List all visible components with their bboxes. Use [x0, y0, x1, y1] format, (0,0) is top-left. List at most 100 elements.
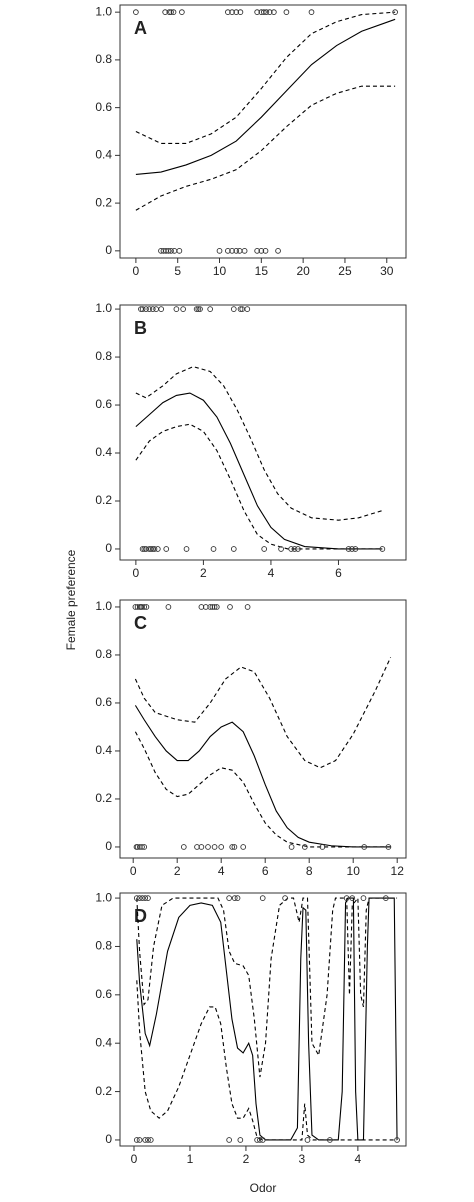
x-tick-label: 4	[218, 864, 225, 878]
x-tick-label: 0	[131, 1152, 138, 1166]
panel-label: C	[134, 613, 147, 633]
data-point	[233, 9, 240, 16]
plot-frame	[119, 892, 407, 1147]
data-point	[225, 9, 231, 16]
data-point	[133, 9, 139, 16]
data-point	[168, 247, 174, 254]
curve	[136, 896, 398, 1078]
data-point	[262, 247, 269, 254]
data-point	[145, 895, 151, 901]
curve	[134, 657, 392, 769]
data-point	[291, 546, 298, 552]
data-point	[171, 247, 178, 254]
x-tick-label: 2	[174, 864, 181, 878]
y-tick-label: 0.4	[95, 1035, 112, 1049]
plot-area	[136, 896, 398, 1141]
x-tick-label: 2	[243, 1152, 250, 1166]
data-point	[136, 895, 143, 901]
data-point	[143, 306, 149, 312]
data-point	[147, 1137, 154, 1143]
data-point	[254, 247, 260, 254]
y-axis-label: Female preference	[64, 549, 78, 650]
x-tick-label: 8	[306, 864, 313, 878]
x-tick-label: 6	[335, 566, 342, 580]
data-point	[226, 1137, 232, 1143]
plot-frame	[119, 304, 407, 561]
data-point	[218, 844, 225, 850]
data-point	[141, 844, 148, 850]
data-point	[141, 604, 148, 610]
data-point	[139, 895, 146, 901]
x-tick-label: 0	[133, 566, 140, 580]
x-tick-label: 2	[200, 566, 207, 580]
data-point	[282, 895, 288, 901]
x-tick-label: 30	[380, 264, 394, 278]
curve	[135, 392, 383, 550]
x-tick-label: 0	[133, 264, 140, 278]
data-point	[230, 306, 237, 312]
y-tick-label: 0.2	[95, 493, 112, 507]
data-point	[180, 306, 186, 312]
data-point	[149, 306, 156, 312]
x-tick-label: 1	[187, 1152, 194, 1166]
panel-label: B	[134, 318, 147, 338]
data-point	[271, 9, 277, 16]
data-point	[236, 247, 243, 254]
data-point	[198, 844, 205, 850]
data-point	[241, 247, 248, 254]
data-point	[349, 895, 356, 901]
panel-label: A	[134, 18, 147, 38]
data-point	[394, 1137, 400, 1143]
data-point	[211, 604, 218, 610]
y-tick-label: 0.4	[95, 743, 112, 757]
data-point	[283, 9, 290, 16]
plot-frame	[119, 599, 407, 859]
x-tick-label: 4	[268, 566, 275, 580]
data-point	[216, 247, 223, 254]
y-tick-label: 0.4	[95, 148, 112, 162]
data-point	[183, 546, 190, 552]
data-point	[229, 247, 235, 254]
data-point	[266, 9, 273, 16]
data-point	[139, 844, 145, 850]
y-tick-label: 0.8	[95, 647, 112, 661]
data-point	[237, 1137, 244, 1143]
y-tick-label: 0.2	[95, 791, 112, 805]
y-tick-label: 1.0	[95, 4, 112, 18]
x-tick-label: 10	[213, 264, 227, 278]
y-tick-label: 0.2	[95, 1084, 112, 1098]
data-point	[163, 546, 170, 552]
plot-area	[135, 11, 396, 211]
data-point	[259, 895, 266, 901]
data-point	[231, 844, 238, 850]
y-tick-label: 0.4	[95, 445, 112, 459]
data-point	[343, 895, 350, 901]
x-tick-label: 10	[347, 864, 361, 878]
data-point	[385, 844, 392, 850]
data-point	[158, 306, 165, 312]
y-tick-label: 0	[105, 839, 112, 853]
data-point	[211, 844, 218, 850]
data-point	[288, 844, 295, 850]
data-point	[237, 9, 244, 16]
y-tick-label: 0.8	[95, 349, 112, 363]
curve	[134, 705, 391, 848]
data-point	[165, 247, 172, 254]
data-point	[261, 546, 268, 552]
data-point	[139, 546, 146, 552]
data-point	[166, 9, 173, 16]
y-tick-label: 0	[105, 1132, 112, 1146]
y-tick-label: 0.6	[95, 100, 112, 114]
y-tick-label: 1.0	[95, 301, 112, 315]
data-point	[229, 844, 236, 850]
data-point	[213, 604, 220, 610]
data-point	[210, 546, 217, 552]
data-point	[143, 604, 150, 610]
data-point	[153, 306, 159, 312]
data-point	[168, 9, 174, 16]
data-point	[257, 1137, 263, 1143]
curve	[136, 980, 398, 1141]
data-point	[349, 546, 355, 552]
curve	[135, 85, 396, 211]
